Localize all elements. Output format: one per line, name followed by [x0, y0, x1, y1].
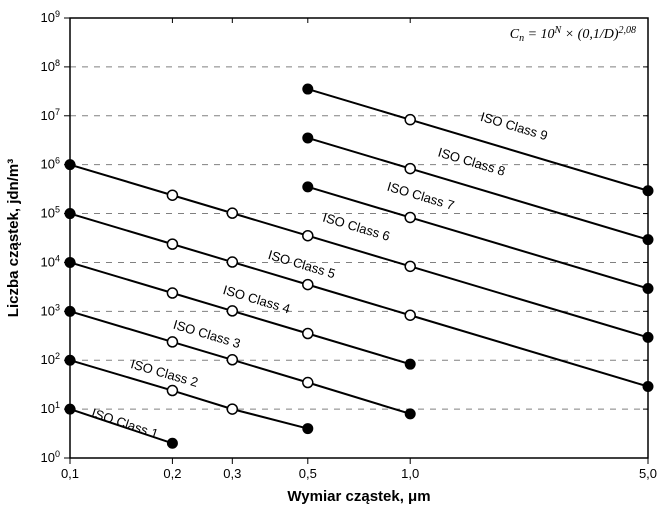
- marker-filled-icon: [303, 133, 313, 143]
- series-label: ISO Class 3: [172, 317, 243, 351]
- marker-filled-icon: [643, 382, 653, 392]
- marker-open-icon: [167, 386, 177, 396]
- y-tick-label: 108: [41, 58, 60, 74]
- chart-svg: 0,1 0,2 0,3 0,5 1,0 5,0 100 101 102 103 104 105 106 1…: [0, 0, 669, 509]
- marker-open-icon: [167, 239, 177, 249]
- marker-filled-icon: [405, 409, 415, 419]
- marker-open-icon: [167, 288, 177, 298]
- chart-container: 0,1 0,2 0,3 0,5 1,0 5,0 100 101 102 103 104 105 106 1…: [0, 0, 669, 509]
- marker-open-icon: [405, 164, 415, 174]
- x-tick-label: 0,5: [299, 466, 317, 481]
- marker-open-icon: [405, 115, 415, 125]
- y-tick-label: 102: [41, 351, 60, 367]
- x-tick-label: 1,0: [401, 466, 419, 481]
- y-tick-label: 107: [41, 107, 60, 123]
- x-tick-label: 0,3: [223, 466, 241, 481]
- marker-open-icon: [303, 329, 313, 339]
- y-tick-label: 100: [41, 449, 60, 465]
- marker-open-icon: [303, 280, 313, 290]
- marker-filled-icon: [643, 332, 653, 342]
- x-tick-label: 5,0: [639, 466, 657, 481]
- marker-open-icon: [405, 261, 415, 271]
- marker-open-icon: [167, 190, 177, 200]
- marker-open-icon: [227, 257, 237, 267]
- y-tick-label: 101: [41, 400, 60, 416]
- marker-filled-icon: [65, 257, 75, 267]
- formula: Cn = 10N × (0,1/D)2,08: [510, 25, 636, 44]
- marker-open-icon: [227, 306, 237, 316]
- series-label: ISO Class 8: [436, 145, 507, 179]
- marker-open-icon: [405, 310, 415, 320]
- series-label: ISO Class 6: [321, 210, 392, 244]
- marker-filled-icon: [643, 284, 653, 294]
- series-label: ISO Class 9: [479, 109, 550, 143]
- x-axis-label: Wymiar cząstek, μm: [287, 488, 430, 505]
- marker-filled-icon: [405, 359, 415, 369]
- marker-filled-icon: [643, 235, 653, 245]
- x-tick-label: 0,2: [163, 466, 181, 481]
- series-line: [70, 262, 410, 364]
- marker-open-icon: [405, 212, 415, 222]
- y-tick-label: 109: [41, 9, 60, 25]
- marker-filled-icon: [167, 438, 177, 448]
- marker-filled-icon: [65, 306, 75, 316]
- y-tick-label: 103: [41, 302, 60, 318]
- marker-filled-icon: [643, 186, 653, 196]
- series-label: ISO Class 2: [129, 356, 200, 390]
- series-line: [70, 311, 410, 414]
- y-axis-label: Liczba cząstek, jdn/m³: [5, 159, 22, 317]
- marker-open-icon: [167, 337, 177, 347]
- marker-filled-icon: [303, 84, 313, 94]
- marker-open-icon: [303, 231, 313, 241]
- x-tick-label: 0,1: [61, 466, 79, 481]
- marker-open-icon: [227, 404, 237, 414]
- marker-filled-icon: [303, 424, 313, 434]
- y-tick-label: 104: [41, 253, 60, 269]
- marker-filled-icon: [65, 209, 75, 219]
- marker-open-icon: [227, 208, 237, 218]
- marker-filled-icon: [65, 160, 75, 170]
- marker-open-icon: [227, 355, 237, 365]
- marker-filled-icon: [65, 404, 75, 414]
- marker-open-icon: [303, 378, 313, 388]
- series-label: ISO Class 7: [385, 179, 456, 213]
- series-label: ISO Class 1: [90, 405, 161, 441]
- y-tick-label: 105: [41, 205, 60, 221]
- marker-filled-icon: [303, 182, 313, 192]
- series-line: [308, 89, 648, 191]
- y-tick-label: 106: [41, 156, 60, 172]
- series-line: [308, 187, 648, 289]
- marker-filled-icon: [65, 355, 75, 365]
